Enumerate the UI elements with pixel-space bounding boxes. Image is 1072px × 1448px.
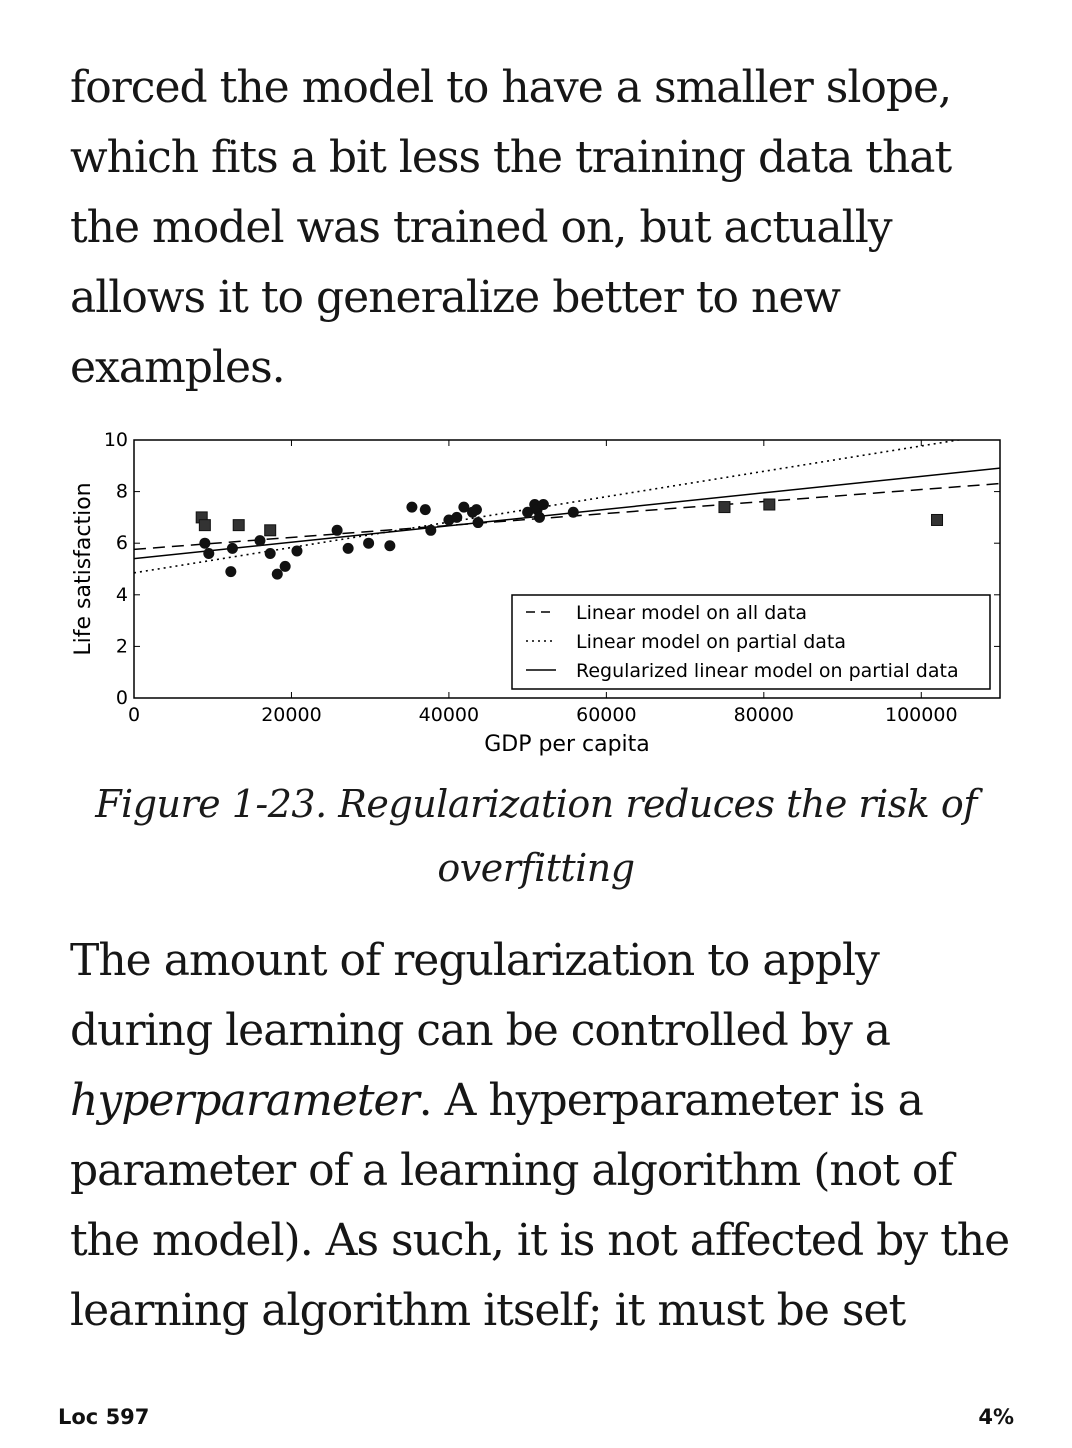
figure-caption: Figure 1-23. Regularization reduces the … xyxy=(40,772,1032,900)
caption-line: Figure 1-23. Regularization reduces the … xyxy=(95,782,977,826)
caption-line: overfitting xyxy=(437,846,635,890)
data-point-circle xyxy=(342,542,354,554)
text-line: the model). As such, it is not affected … xyxy=(70,1215,1010,1266)
x-tick-label: 60000 xyxy=(576,704,636,726)
x-tick-label: 20000 xyxy=(261,704,321,726)
legend-label: Linear model on partial data xyxy=(576,631,846,653)
figure-chart: 0 20000 40000 60000 80000 100000 0 2 4 6 8 10 GDP pe… xyxy=(60,425,1020,770)
data-point-square xyxy=(763,498,776,511)
x-axis-label: GDP per capita xyxy=(484,732,650,757)
y-axis-label: Life satisfaction xyxy=(71,482,96,655)
data-point-circle xyxy=(451,511,463,523)
data-point-circle xyxy=(419,504,431,516)
body-text-bottom: The amount of regularization to apply du… xyxy=(70,926,1030,1346)
data-point-circle xyxy=(522,506,534,518)
data-point-circle xyxy=(331,524,343,536)
text-line: hyperparameter. A hyperparameter is a xyxy=(70,1066,1030,1136)
text-line: the model was trained on, but actually xyxy=(70,202,893,253)
x-tick-label: 0 xyxy=(128,704,140,726)
data-point-square xyxy=(264,524,277,537)
data-point-circle xyxy=(199,537,211,549)
y-tick-label: 10 xyxy=(104,429,128,451)
chart-svg: 0 20000 40000 60000 80000 100000 0 2 4 6 8 10 GDP pe… xyxy=(71,429,1001,757)
progress-percent: 4% xyxy=(978,1405,1014,1429)
text-line: learning algorithm itself; it must be se… xyxy=(70,1285,906,1336)
data-point-circle xyxy=(537,499,549,510)
y-tick-label: 0 xyxy=(116,687,128,709)
model-line-dotted xyxy=(134,440,964,574)
text-line: during learning can be controlled by a xyxy=(70,1005,891,1056)
plot-frame xyxy=(133,439,1001,699)
text-segment: . A hyperparameter is a xyxy=(418,1075,924,1126)
legend-box xyxy=(511,594,991,690)
location-indicator: Loc 597 xyxy=(58,1405,150,1429)
legend-label: Regularized linear model on partial data xyxy=(576,660,959,682)
y-tick-label: 6 xyxy=(116,532,128,554)
y-tick-label: 8 xyxy=(116,481,128,503)
x-tick-label: 80000 xyxy=(734,704,794,726)
data-point-circle xyxy=(226,542,238,554)
data-point-circle xyxy=(470,504,482,516)
y-tick-label: 4 xyxy=(116,584,128,606)
y-tick-label: 2 xyxy=(116,635,128,657)
text-line: examples. xyxy=(70,342,286,393)
data-point-circle xyxy=(271,568,283,580)
text-line: which fits a bit less the training data … xyxy=(70,132,952,183)
x-tick-label: 100000 xyxy=(885,704,958,726)
data-point-circle xyxy=(567,506,579,518)
text-line: forced the model to have a smaller slope… xyxy=(70,62,952,113)
data-point-square xyxy=(718,501,731,514)
text-line: The amount of regularization to apply xyxy=(70,935,880,986)
legend-label: Linear model on all data xyxy=(576,602,807,624)
data-point-circle xyxy=(225,566,237,578)
term-hyperparameter: hyperparameter xyxy=(70,1075,420,1126)
data-point-circle xyxy=(384,540,396,552)
data-point-square xyxy=(931,513,944,526)
data-point-circle xyxy=(458,501,470,513)
data-point-circle xyxy=(533,511,545,523)
data-point-circle xyxy=(406,501,418,513)
data-point-square xyxy=(232,519,245,532)
data-point-circle xyxy=(425,524,437,536)
x-tick-label: 40000 xyxy=(419,704,479,726)
data-point-circle xyxy=(472,517,484,529)
data-point-circle xyxy=(363,537,375,549)
data-point-circle xyxy=(203,548,215,560)
data-point-circle xyxy=(264,548,276,560)
text-line: allows it to generalize better to new xyxy=(70,272,841,323)
text-line: parameter of a learning algorithm (not o… xyxy=(70,1145,954,1196)
model-line-dashed xyxy=(134,482,1000,551)
data-point-square xyxy=(198,519,211,532)
data-point-circle xyxy=(279,560,291,572)
body-text-top: forced the model to have a smaller slope… xyxy=(70,53,1030,403)
model-line-solid xyxy=(134,467,1000,560)
data-point-circle xyxy=(254,535,266,547)
data-point-circle xyxy=(291,545,303,557)
